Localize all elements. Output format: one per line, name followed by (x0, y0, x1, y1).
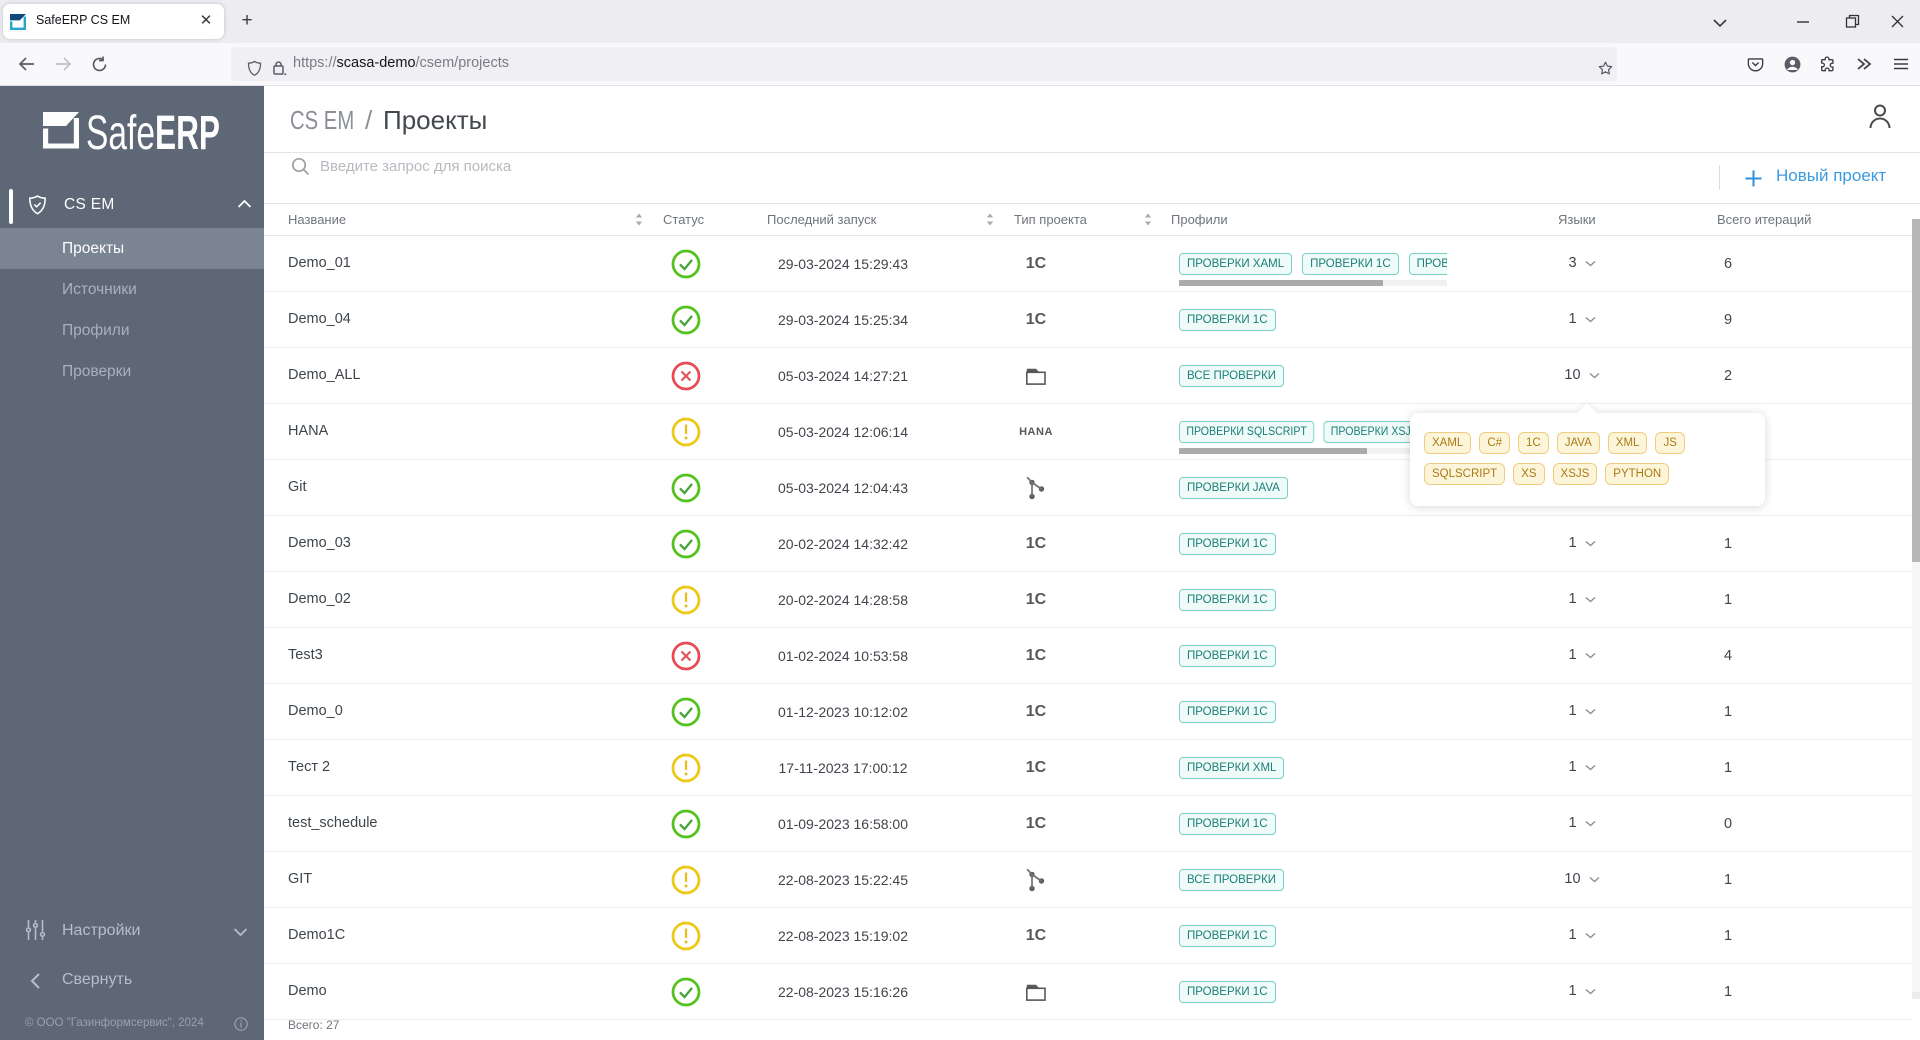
svg-text:ERP: ERP (155, 112, 220, 150)
svg-text:Safe: Safe (86, 112, 155, 150)
